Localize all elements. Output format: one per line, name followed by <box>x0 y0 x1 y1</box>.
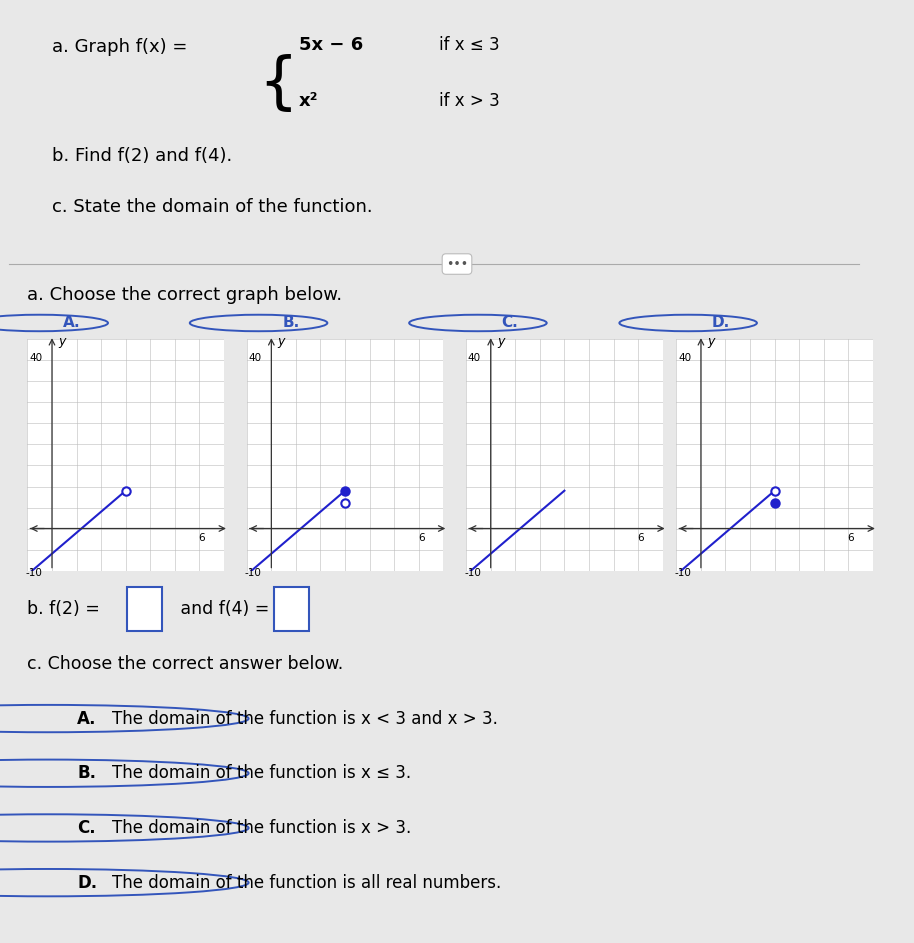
Text: b. f(2) =: b. f(2) = <box>27 600 106 619</box>
Text: c. Choose the correct answer below.: c. Choose the correct answer below. <box>27 654 344 673</box>
Text: The domain of the function is all real numbers.: The domain of the function is all real n… <box>112 873 501 892</box>
Text: c. State the domain of the function.: c. State the domain of the function. <box>52 198 373 217</box>
Text: 5x − 6: 5x − 6 <box>299 36 363 54</box>
Text: if x > 3: if x > 3 <box>439 92 499 110</box>
Text: b. Find f(2) and f(4).: b. Find f(2) and f(4). <box>52 146 232 165</box>
Text: a. Choose the correct graph below.: a. Choose the correct graph below. <box>27 286 343 304</box>
Text: and f(4) =: and f(4) = <box>175 600 274 619</box>
Text: 40: 40 <box>29 354 42 363</box>
Text: 6: 6 <box>847 533 854 543</box>
Text: C.: C. <box>502 316 518 330</box>
Text: x²: x² <box>299 92 318 110</box>
Text: C.: C. <box>78 819 96 837</box>
Text: -10: -10 <box>675 568 691 578</box>
Text: 40: 40 <box>249 354 261 363</box>
Text: -10: -10 <box>245 568 261 578</box>
Text: 6: 6 <box>418 533 424 543</box>
Text: 40: 40 <box>678 354 691 363</box>
Text: a. Graph f(x) =: a. Graph f(x) = <box>52 38 187 57</box>
Text: 6: 6 <box>198 533 205 543</box>
Text: D.: D. <box>712 316 730 330</box>
Text: -10: -10 <box>26 568 42 578</box>
FancyBboxPatch shape <box>274 587 309 631</box>
Text: 6: 6 <box>637 533 643 543</box>
Text: B.: B. <box>78 764 96 783</box>
Text: if x ≤ 3: if x ≤ 3 <box>439 36 499 54</box>
FancyBboxPatch shape <box>126 587 162 631</box>
Text: A.: A. <box>78 709 97 728</box>
Text: The domain of the function is x > 3.: The domain of the function is x > 3. <box>112 819 411 837</box>
Text: The domain of the function is x < 3 and x > 3.: The domain of the function is x < 3 and … <box>112 709 498 728</box>
Text: y: y <box>707 335 715 348</box>
Text: A.: A. <box>63 316 80 330</box>
Text: -10: -10 <box>464 568 481 578</box>
Text: y: y <box>58 335 66 348</box>
Text: •••: ••• <box>446 257 468 271</box>
Text: $\{$: $\{$ <box>258 52 292 113</box>
Text: y: y <box>497 335 505 348</box>
Text: y: y <box>278 335 285 348</box>
Text: 40: 40 <box>468 354 481 363</box>
Text: B.: B. <box>282 316 300 330</box>
Text: D.: D. <box>78 873 98 892</box>
Text: The domain of the function is x ≤ 3.: The domain of the function is x ≤ 3. <box>112 764 411 783</box>
